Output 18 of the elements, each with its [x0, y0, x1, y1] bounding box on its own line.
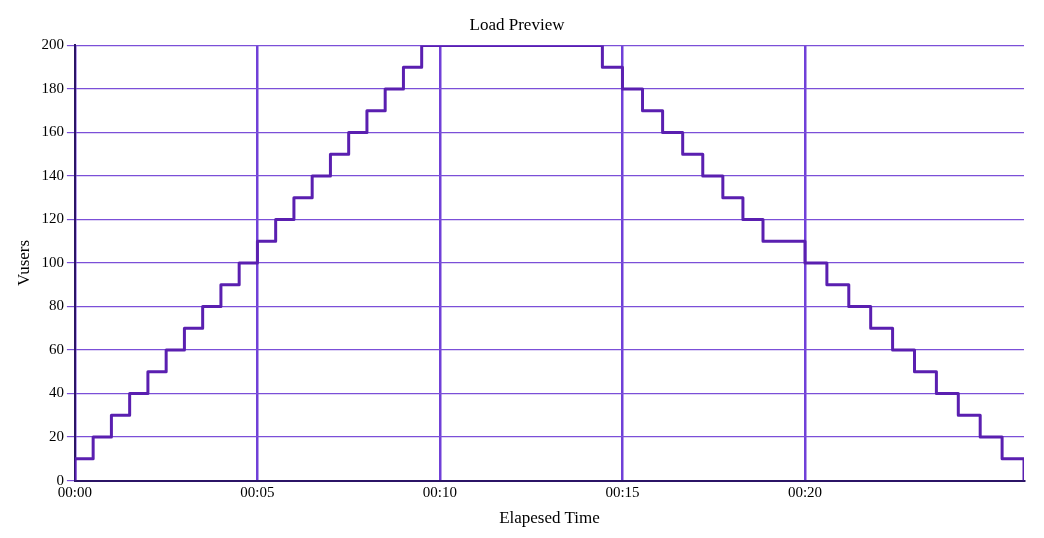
x-tick-label: 00:20	[787, 483, 823, 500]
y-axis-title: Vusers	[13, 239, 33, 287]
x-tick-label: 00:05	[240, 483, 275, 500]
y-tick-label: 140	[41, 166, 64, 183]
y-tick-label: 60	[48, 340, 64, 357]
y-tick-label: 40	[48, 384, 64, 401]
x-tick-label: 00:10	[422, 483, 458, 500]
chart-title: Load Preview	[469, 14, 566, 34]
y-tick-label: 180	[41, 79, 64, 96]
x-axis-title: Elapesed Time	[499, 508, 600, 528]
y-tick-label: 80	[48, 297, 64, 314]
y-tick-label: 20	[48, 428, 64, 445]
y-tick-label: 200	[41, 36, 64, 53]
y-tick-label: 160	[41, 123, 64, 140]
x-tick-label: 00:15	[605, 483, 640, 500]
y-tick-label: 100	[41, 253, 64, 270]
y-tick-label: 0	[56, 471, 64, 488]
y-tick-label: 120	[41, 210, 64, 227]
